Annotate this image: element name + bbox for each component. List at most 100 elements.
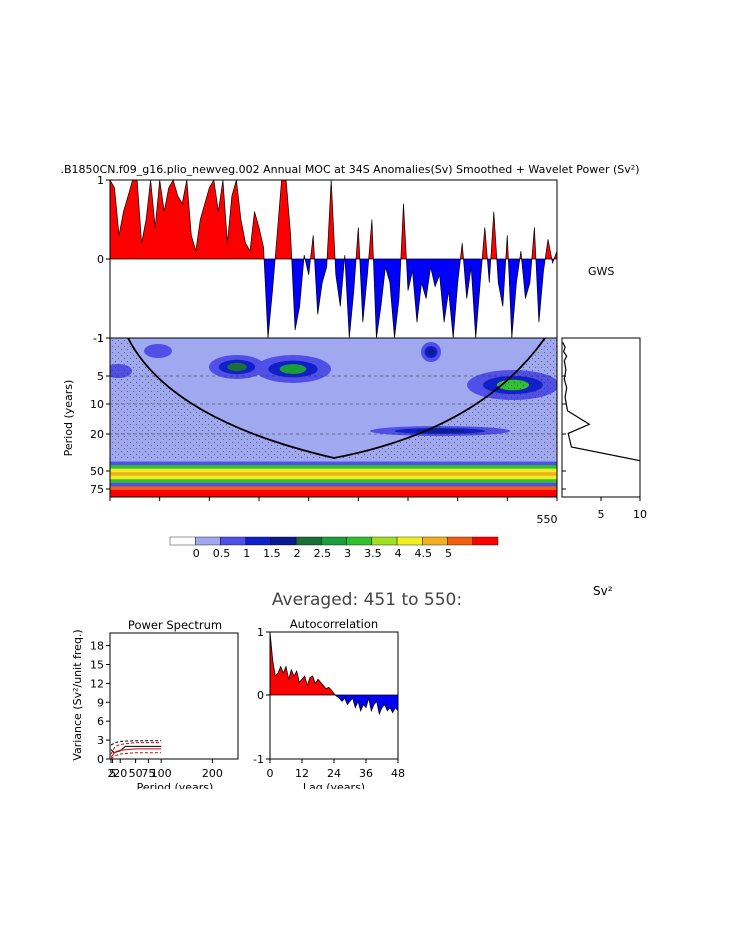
autocorrelation-positive-area (270, 632, 398, 695)
power-spectrum-xtick-label: 200 (202, 767, 223, 780)
colorbar-swatch (321, 536, 347, 546)
power-spectrum-ytick-label: 12 (90, 677, 104, 690)
units-label: Sv² (593, 584, 613, 598)
colorbar-swatch (169, 536, 196, 546)
colorbar-label: 1 (243, 547, 250, 560)
colorbar-swatch (371, 536, 398, 546)
figure-title: .B1850CN.f09_g16.plio_newveg.002 Annual … (60, 163, 639, 176)
colorbar-label: 3.5 (364, 547, 382, 560)
colorbar-swatch (346, 536, 373, 546)
autocorrelation-ytick-label: 0 (257, 689, 264, 702)
wavelet-ytick-label: 20 (90, 428, 104, 441)
autocorrelation-ytick-label: 1 (257, 626, 264, 639)
wavelet-band (110, 461, 557, 466)
colorbar-swatch (295, 536, 322, 546)
colorbar-swatch (195, 536, 221, 546)
wavelet-patch-core (427, 348, 435, 356)
wavelet-band (110, 468, 557, 473)
autocorrelation-xtick-label: 48 (391, 767, 405, 780)
wavelet-band (110, 472, 557, 477)
power-spectrum-title: Power Spectrum (128, 618, 222, 632)
wavelet-xtick-label: 550 (537, 513, 558, 526)
anomaly-ytick-label: 0 (97, 253, 104, 266)
colorbar-swatch (422, 536, 448, 546)
colorbar-swatch (220, 536, 246, 546)
gws-xtick-label: 5 (598, 508, 605, 521)
colorbar-label: 4 (395, 547, 402, 560)
label-mask (60, 789, 460, 804)
wavelet-ytick-label: 10 (90, 398, 104, 411)
anomaly-ytick-label: -1 (93, 332, 104, 345)
power-spectrum-series (110, 740, 162, 746)
wavelet-ytick-label: -1 (93, 332, 104, 345)
wavelet-ytick-label: 75 (90, 483, 104, 496)
wavelet-frame (109, 337, 558, 498)
autocorrelation-xtick-label: 36 (359, 767, 373, 780)
negative-anomaly-area (110, 259, 557, 338)
colorbar-swatch (472, 536, 499, 546)
wavelet-band (110, 489, 557, 494)
colorbar-swatch (270, 536, 297, 546)
wavelet-band (110, 486, 557, 491)
wavelet-band (110, 479, 557, 484)
colorbar-swatch (245, 536, 272, 546)
wavelet-band (110, 458, 557, 463)
averaged-label: Averaged: 451 to 550: (272, 590, 462, 610)
power-spectrum-ytick-label: 18 (90, 640, 104, 653)
wavelet-power-panel: Period (years) -1 5 10 20 50 75 550 (62, 332, 558, 526)
wavelet-field (110, 338, 557, 497)
wavelet-patch-core (227, 362, 247, 372)
power-spectrum-ylabel: Variance (Sv²/unit freq.) (71, 629, 84, 760)
wavelet-ytick-label: 50 (90, 465, 104, 478)
colorbar-label: 1.5 (263, 547, 281, 560)
positive-anomaly-area (110, 180, 557, 259)
gws-line (562, 342, 641, 462)
power-spectrum-ytick-label: 6 (97, 715, 104, 728)
power-spectrum-ytick-label: 3 (97, 734, 104, 747)
power-spectrum-xtick-label: 75 (141, 767, 155, 780)
autocorrelation-xtick-label: 24 (327, 767, 341, 780)
gws-label: GWS (588, 265, 614, 278)
autocorrelation-title: Autocorrelation (290, 617, 378, 631)
wavelet-band (110, 465, 557, 470)
colorbar-label: 2 (294, 547, 301, 560)
anomaly-timeseries-panel: -1 0 1 (93, 174, 558, 345)
colorbar: 0 0.5 1 1.5 2 2.5 3 3.5 4 4.5 5 (169, 536, 499, 560)
power-spectrum-xtick-label: 20 (113, 767, 127, 780)
autocorrelation-line (269, 631, 399, 716)
autocorrelation-xtick-label: 0 (267, 767, 274, 780)
gws-xtick-label: 10 (633, 508, 647, 521)
wavelet-patch-core (279, 364, 307, 374)
power-spectrum-ytick-label: 0 (97, 753, 104, 766)
power-spectrum-xtick-label: 50 (129, 767, 143, 780)
wavelet-band (110, 475, 557, 480)
gws-panel: 5 10 (561, 337, 647, 521)
anomaly-line (109, 178, 558, 339)
power-spectrum-frame (109, 632, 239, 760)
wavelet-ylabel: Period (years) (62, 380, 75, 457)
autocorrelation-xtick-label: 12 (295, 767, 309, 780)
colorbar-label: 0.5 (213, 547, 231, 560)
power-spectrum-ytick-label: 9 (97, 696, 104, 709)
power-spectrum-series (110, 742, 162, 755)
autocorrelation-ytick-label: -1 (253, 753, 264, 766)
power-spectrum-ytick-label: 15 (90, 659, 104, 672)
wavelet-ytick-label: 5 (97, 370, 104, 383)
gws-frame (561, 337, 641, 498)
anomaly-ytick-label: 1 (97, 174, 104, 187)
cone-of-influence (127, 338, 546, 459)
power-spectrum-xtick-label: 100 (151, 767, 172, 780)
colorbar-swatch (396, 536, 423, 546)
wavelet-patch-small (144, 344, 172, 358)
colorbar-label: 4.5 (415, 547, 433, 560)
colorbar-label: 0 (193, 547, 200, 560)
wavelet-band (110, 493, 557, 497)
power-spectrum-xtick-label: 5 (109, 767, 116, 780)
colorbar-label: 5 (445, 547, 452, 560)
power-spectrum-series (110, 748, 162, 758)
colorbar-label: 3 (344, 547, 351, 560)
power-spectrum-panel: Power Spectrum Period (years) Variance (… (71, 618, 239, 794)
power-spectrum-series (110, 752, 162, 759)
